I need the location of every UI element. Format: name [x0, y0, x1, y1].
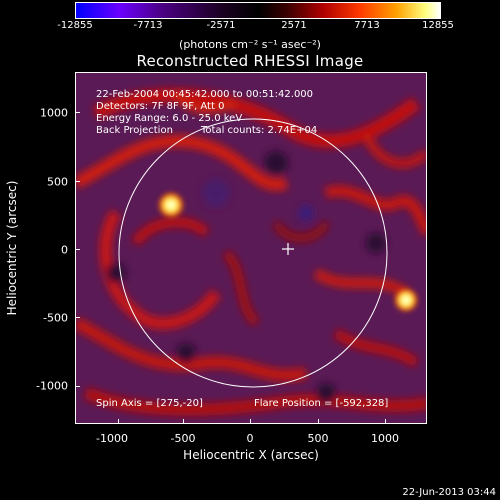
y-tick-mark	[75, 386, 80, 387]
colorbar-tick: 7713	[354, 20, 380, 31]
x-axis-label: Heliocentric X (arcsec)	[183, 448, 319, 462]
colorbar	[75, 2, 441, 19]
colorbar-tick: 12855	[422, 20, 454, 31]
y-tick-label: 1000	[40, 106, 68, 120]
flare-source	[157, 191, 185, 219]
colorbar-tick: -2571	[206, 20, 236, 31]
x-tick-label: -1000	[96, 432, 128, 445]
time-range-label: 22-Feb-2004 00:45:42.000 to 00:51:42.000	[96, 89, 314, 100]
reconstructed-image	[76, 73, 426, 423]
colorbar-tick: 2571	[281, 20, 307, 31]
y-axis-label: Heliocentric Y (arcsec)	[5, 180, 19, 316]
energy-range-label: Energy Range: 6.0 - 25.0 keV	[96, 113, 243, 124]
y-tick-label: -500	[43, 311, 68, 325]
plot-title: Reconstructed RHESSI Image	[136, 52, 364, 70]
detectors-label: Detectors: 7F 8F 9F, Att 0	[96, 101, 225, 112]
x-tick-label: 0	[246, 432, 254, 445]
x-tick-mark	[318, 419, 319, 424]
y-tick-label: 500	[47, 175, 68, 189]
method-label: Back Projection	[96, 125, 173, 136]
x-tick-mark	[385, 419, 386, 424]
spin-axis-label: Spin Axis = [275,-20]	[96, 398, 203, 409]
secondary-source	[393, 287, 419, 313]
x-tick-mark	[118, 419, 119, 424]
flare-position-label: Flare Position = [-592,328]	[254, 398, 389, 409]
colorbar-tick: -7713	[133, 20, 163, 31]
colorbar-tick: -12855	[57, 20, 93, 31]
y-tick-mark	[75, 249, 80, 250]
y-tick-mark	[75, 317, 80, 318]
image-plot-area: 22-Feb-2004 00:45:42.000 to 00:51:42.000…	[75, 72, 427, 424]
colorbar-units: (photons cm⁻² s⁻¹ asec⁻²)	[179, 38, 321, 51]
x-tick-mark	[250, 419, 251, 424]
image-texture	[76, 88, 426, 416]
solar-limb-circle	[118, 118, 388, 388]
y-tick-label: 0	[61, 243, 68, 257]
x-tick-mark	[183, 419, 184, 424]
x-tick-label: -500	[170, 432, 196, 445]
y-tick-mark	[75, 181, 80, 182]
total-counts-label: Total counts: 2.74E+04	[201, 125, 318, 136]
y-tick-label: -1000	[36, 379, 68, 393]
y-tick-mark	[75, 112, 80, 113]
timestamp: 22-Jun-2013 03:44	[402, 487, 496, 498]
x-tick-label: 1000	[371, 432, 399, 445]
x-tick-label: 500	[307, 432, 329, 445]
